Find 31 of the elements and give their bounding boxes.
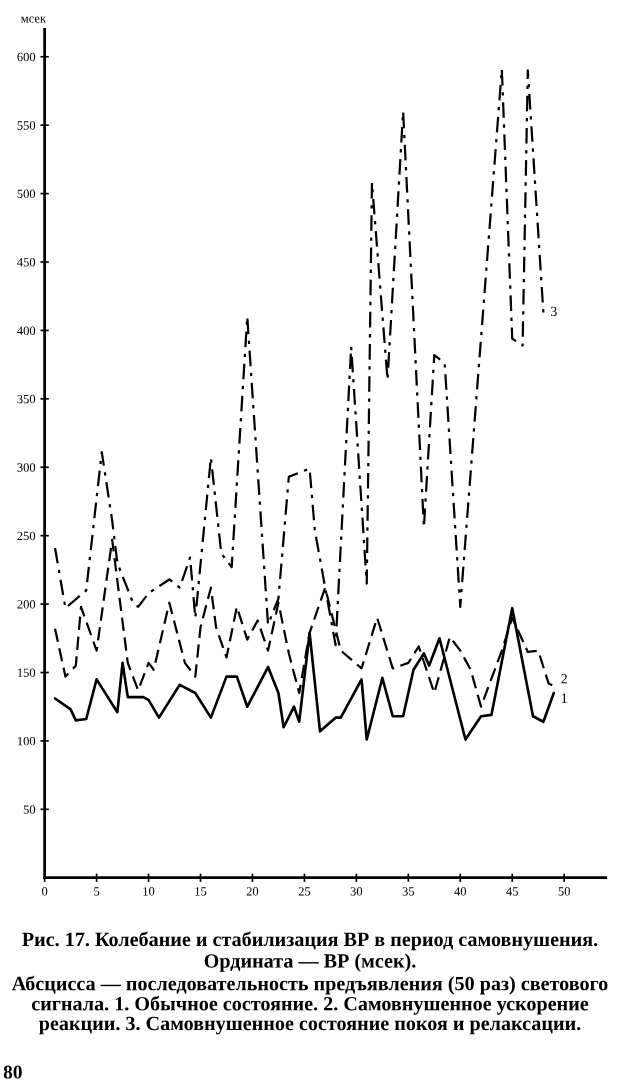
x-tick-label: 5 [94,887,100,896]
y-tick-label: 300 [17,463,36,472]
y-tick-label: 550 [17,121,36,130]
series-label: 3 [551,306,557,317]
y-tick-label: 50 [23,805,36,814]
x-tick-label: 20 [246,887,259,896]
x-tick-label: 40 [454,887,467,896]
y-tick-label: 350 [17,394,36,404]
series-label: 2 [561,674,567,684]
y-tick-label: 100 [17,736,36,746]
x-tick-label: 0 [41,887,48,896]
x-tick-label: 50 [558,887,570,896]
text: Абсцисса — последовательность предъявления (50 раз) светового сигнала. 1. Обычное состояние. 2. Самовнушенное ускорение реакции. 3. Самовнушенное состояние покоя и релаксации. [11,975,608,1035]
series-label: 1 [561,693,567,703]
y-tick-label: 600 [17,52,36,62]
y-tick-label: 400 [17,326,36,335]
text: 80 [3,1065,22,1079]
text: Рис. 17. Колебание и стабилизация ВР в период самовнушения. [22,931,598,951]
y-tick-label: 450 [17,258,36,267]
y-tick-label: 250 [17,531,36,541]
x-tick-label: 30 [350,887,363,896]
y-tick-label: 150 [17,668,36,677]
x-tick-label: 45 [506,887,518,896]
x-tick-label: 35 [402,887,415,896]
x-tick-label: 25 [298,887,311,896]
text: Ордината — ВР (мсек). [204,953,416,972]
x-tick-label: 15 [195,887,207,896]
y-tick-label: 200 [17,600,36,609]
x-tick-label: 10 [143,887,155,896]
y-axis-title: мсек [21,16,47,23]
y-tick-label: 500 [17,189,36,199]
